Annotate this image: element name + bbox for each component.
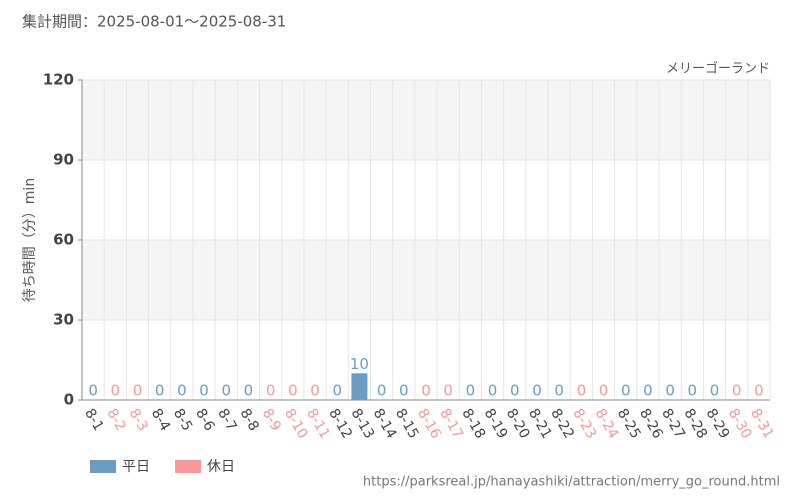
value-label: 0 xyxy=(244,382,254,400)
value-label: 0 xyxy=(621,382,631,400)
y-tick-label: 60 xyxy=(53,231,74,249)
value-label: 0 xyxy=(554,382,564,400)
value-label: 0 xyxy=(510,382,520,400)
grid-band xyxy=(82,80,770,160)
source-url: https://parksreal.jp/hanayashiki/attract… xyxy=(363,475,780,490)
value-label: 0 xyxy=(532,382,542,400)
value-label: 0 xyxy=(599,382,609,400)
value-label: 0 xyxy=(155,382,165,400)
value-label: 0 xyxy=(133,382,143,400)
value-label: 0 xyxy=(488,382,498,400)
y-tick-label: 120 xyxy=(43,71,74,89)
value-label: 0 xyxy=(221,382,231,400)
value-label: 0 xyxy=(310,382,320,400)
x-tick-label: 8-3 xyxy=(126,406,151,434)
y-axis-label: 待ち時間（分）min xyxy=(22,178,38,302)
chart-subtitle: メリーゴーランド xyxy=(666,61,770,77)
value-label: 0 xyxy=(111,382,121,400)
y-tick-label: 90 xyxy=(53,151,74,169)
x-tick-label: 8-8 xyxy=(237,406,262,434)
value-label: 0 xyxy=(710,382,720,400)
value-label: 0 xyxy=(643,382,653,400)
value-label: 0 xyxy=(88,382,98,400)
value-label: 0 xyxy=(332,382,342,400)
value-label: 0 xyxy=(688,382,698,400)
x-tick-label: 8-9 xyxy=(259,406,284,434)
chart-title: 集計期間：2025-08-01～2025-08-31 xyxy=(22,13,286,31)
value-label: 0 xyxy=(377,382,387,400)
grid-band xyxy=(82,240,770,320)
value-label: 0 xyxy=(421,382,431,400)
value-label: 0 xyxy=(732,382,742,400)
x-tick-label: 8-2 xyxy=(103,406,128,434)
value-label: 0 xyxy=(177,382,187,400)
value-label: 10 xyxy=(350,355,369,373)
legend-swatch xyxy=(90,460,116,473)
legend-swatch xyxy=(175,460,201,473)
value-label: 0 xyxy=(577,382,587,400)
y-tick-label: 0 xyxy=(64,391,74,409)
x-tick-label: 8-1 xyxy=(81,406,106,434)
value-label: 0 xyxy=(466,382,476,400)
value-label: 0 xyxy=(199,382,209,400)
legend-label: 休日 xyxy=(207,459,235,475)
legend-label: 平日 xyxy=(122,459,150,475)
x-tick-label: 8-5 xyxy=(170,406,195,434)
y-tick-label: 30 xyxy=(53,311,74,329)
value-label: 0 xyxy=(665,382,675,400)
value-label: 0 xyxy=(443,382,453,400)
value-label: 0 xyxy=(288,382,298,400)
x-tick-label: 8-7 xyxy=(214,406,239,434)
x-tick-label: 8-6 xyxy=(192,406,217,434)
value-label: 0 xyxy=(399,382,409,400)
x-tick-label: 8-31 xyxy=(747,406,777,442)
x-tick-label: 8-4 xyxy=(148,406,173,434)
bar xyxy=(351,373,368,400)
value-label: 0 xyxy=(754,382,764,400)
value-label: 0 xyxy=(266,382,276,400)
